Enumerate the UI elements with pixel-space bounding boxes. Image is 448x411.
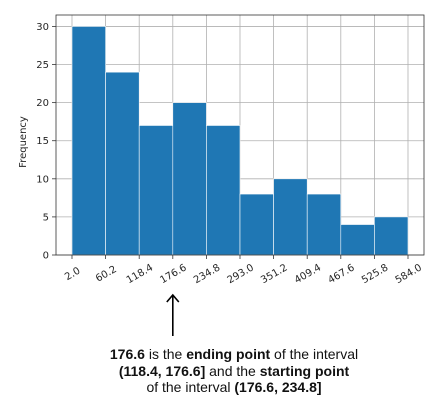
y-tick-label: 0 (43, 251, 49, 262)
x-tick-label: 118.4 (125, 262, 155, 286)
y-tick-label: 5 (43, 212, 49, 223)
x-tick-label: 525.8 (360, 262, 390, 286)
x-tick-label: 351.2 (259, 262, 289, 286)
x-axis: 2.0 60.2 118.4 176.6 234.8 293.0 351.2 409.4 467… (63, 255, 424, 286)
x-tick-label: 467.6 (326, 262, 356, 286)
x-tick-label: 409.4 (293, 262, 323, 286)
y-tick-label: 10 (36, 174, 49, 185)
histogram-bar (306, 193, 342, 256)
annotation-text-part: of the interval (270, 346, 359, 362)
annotation-text-part: of the interval (146, 379, 235, 395)
y-tick-label: 15 (36, 136, 49, 147)
left-interval: (118.4, 176.6] (118, 362, 206, 379)
y-tick-label: 20 (36, 98, 49, 109)
annotation-line-2: (118.4, 176.6] and the starting point (94, 363, 374, 380)
histogram-bar (374, 216, 409, 256)
histogram-bar (138, 125, 174, 256)
x-tick-label: 234.8 (192, 262, 222, 286)
y-tick-label: 25 (36, 60, 49, 71)
histogram-bar (105, 71, 140, 256)
x-tick-label: 176.6 (158, 262, 188, 286)
histogram-bar (239, 193, 274, 256)
histogram-bar (206, 125, 241, 256)
right-interval: (176.6, 234.8] (234, 379, 322, 395)
histogram-bar (273, 178, 308, 256)
histogram-bars (71, 26, 409, 256)
ending-point-term: ending point (186, 346, 271, 362)
x-tick-label: 2.0 (63, 266, 82, 283)
x-tick-label: 584.0 (394, 262, 424, 286)
histogram-bar (71, 26, 106, 256)
annotation-text: 176.6 is the ending point of the interva… (94, 346, 374, 396)
y-tick-label: 30 (36, 22, 49, 33)
histogram-bar (340, 224, 375, 256)
starting-point-term: starting point (259, 362, 350, 379)
endpoint-value: 176.6 (109, 346, 145, 362)
annotation-text-part: is the (144, 346, 187, 362)
histogram-bar (172, 102, 207, 256)
x-tick-label: 293.0 (226, 262, 256, 286)
y-axis: 0 5 10 15 20 25 30 (36, 22, 56, 262)
arrow-pointer-icon (166, 293, 180, 336)
x-tick-label: 60.2 (94, 264, 119, 285)
annotation-line-1: 176.6 is the ending point of the interva… (94, 346, 374, 363)
annotation-line-3: of the interval (176.6, 234.8] (94, 379, 374, 396)
annotation-text-part: and the (205, 362, 260, 379)
y-axis-label: Frequency (18, 116, 29, 168)
